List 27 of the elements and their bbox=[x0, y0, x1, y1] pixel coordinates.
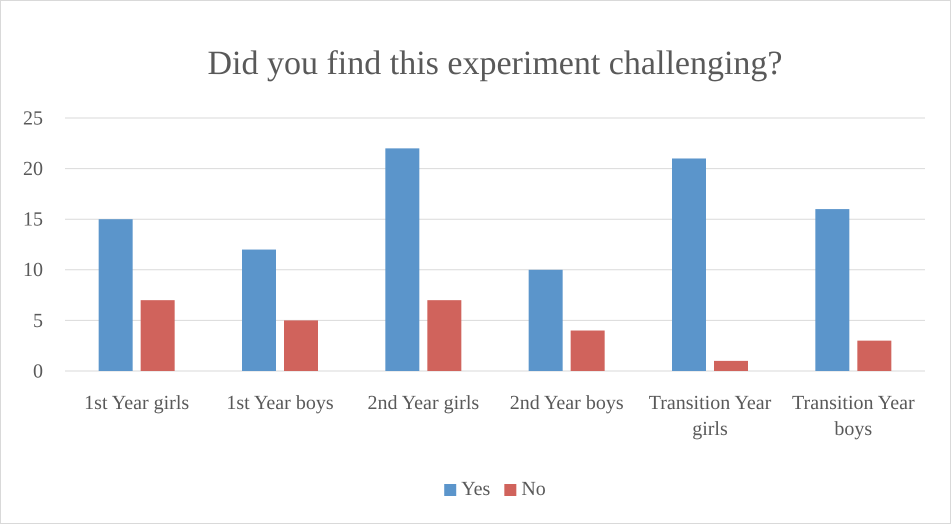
bar bbox=[385, 148, 420, 371]
x-tick-label: 1st Year boys bbox=[226, 392, 334, 414]
legend-label: Yes bbox=[461, 478, 491, 500]
bar bbox=[98, 219, 133, 371]
bar bbox=[570, 330, 605, 371]
y-tick-label: 15 bbox=[23, 208, 43, 231]
bar bbox=[284, 320, 318, 371]
bar bbox=[528, 270, 563, 371]
bar bbox=[672, 158, 706, 371]
x-tick-label: 2nd Year girls bbox=[367, 392, 480, 414]
y-tick-label: 0 bbox=[33, 360, 43, 382]
bar bbox=[815, 209, 850, 371]
x-tick-label: 1st Year girls bbox=[84, 392, 190, 414]
x-tick-label: 2nd Year boys bbox=[510, 392, 624, 414]
chart-title: Did you find this experiment challenging? bbox=[207, 45, 783, 82]
bar bbox=[140, 300, 175, 371]
y-tick-label: 25 bbox=[23, 107, 43, 130]
bar bbox=[714, 360, 748, 371]
y-tick-label: 10 bbox=[23, 259, 43, 282]
x-tick-label: Transition Year girls bbox=[648, 392, 772, 440]
y-tick-label: 20 bbox=[23, 158, 43, 180]
x-tick-label: Transition Year boys bbox=[792, 392, 915, 440]
bar bbox=[857, 340, 892, 371]
bar bbox=[242, 250, 276, 371]
legend-label: No bbox=[521, 478, 546, 500]
y-tick-label: 5 bbox=[33, 310, 43, 332]
bar bbox=[427, 300, 462, 371]
